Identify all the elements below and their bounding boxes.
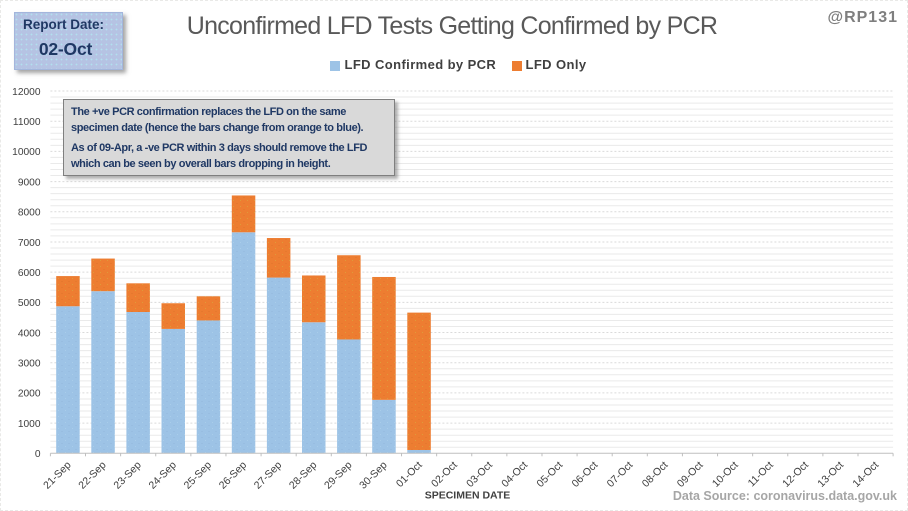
svg-text:08-Oct: 08-Oct <box>640 459 671 490</box>
svg-text:8000: 8000 <box>18 208 41 219</box>
svg-text:13-Oct: 13-Oct <box>815 459 846 490</box>
svg-text:25-Sep: 25-Sep <box>182 459 215 492</box>
svg-text:5000: 5000 <box>18 298 41 309</box>
svg-text:27-Sep: 27-Sep <box>252 459 285 492</box>
svg-text:24-Sep: 24-Sep <box>146 459 179 492</box>
svg-text:02-Oct: 02-Oct <box>429 459 460 490</box>
svg-text:3000: 3000 <box>18 359 41 370</box>
svg-text:12-Oct: 12-Oct <box>780 459 811 490</box>
svg-text:29-Sep: 29-Sep <box>322 459 355 492</box>
svg-text:05-Oct: 05-Oct <box>534 459 565 490</box>
svg-text:01-Oct: 01-Oct <box>394 459 425 490</box>
svg-text:10-Oct: 10-Oct <box>710 459 741 490</box>
svg-text:14-Oct: 14-Oct <box>850 459 881 490</box>
svg-text:23-Sep: 23-Sep <box>111 459 144 492</box>
svg-text:2000: 2000 <box>18 389 41 400</box>
svg-text:7000: 7000 <box>18 238 41 249</box>
svg-text:10000: 10000 <box>12 147 41 158</box>
svg-text:1000: 1000 <box>18 419 41 430</box>
svg-text:6000: 6000 <box>18 268 41 279</box>
svg-text:30-Sep: 30-Sep <box>357 459 390 492</box>
svg-text:04-Oct: 04-Oct <box>499 459 530 490</box>
svg-text:21-Sep: 21-Sep <box>41 459 74 492</box>
svg-text:28-Sep: 28-Sep <box>287 459 320 492</box>
svg-text:4000: 4000 <box>18 328 41 339</box>
svg-text:26-Sep: 26-Sep <box>217 459 250 492</box>
svg-text:SPECIMEN DATE: SPECIMEN DATE <box>425 490 511 502</box>
svg-text:07-Oct: 07-Oct <box>605 459 636 490</box>
svg-text:12000: 12000 <box>12 87 41 98</box>
svg-text:9000: 9000 <box>18 177 41 188</box>
svg-text:0: 0 <box>35 449 41 460</box>
svg-text:11000: 11000 <box>13 117 41 128</box>
svg-text:06-Oct: 06-Oct <box>569 459 600 490</box>
svg-text:22-Sep: 22-Sep <box>76 459 109 492</box>
svg-text:03-Oct: 03-Oct <box>464 459 495 490</box>
svg-text:11-Oct: 11-Oct <box>746 459 776 489</box>
svg-text:09-Oct: 09-Oct <box>675 459 706 490</box>
